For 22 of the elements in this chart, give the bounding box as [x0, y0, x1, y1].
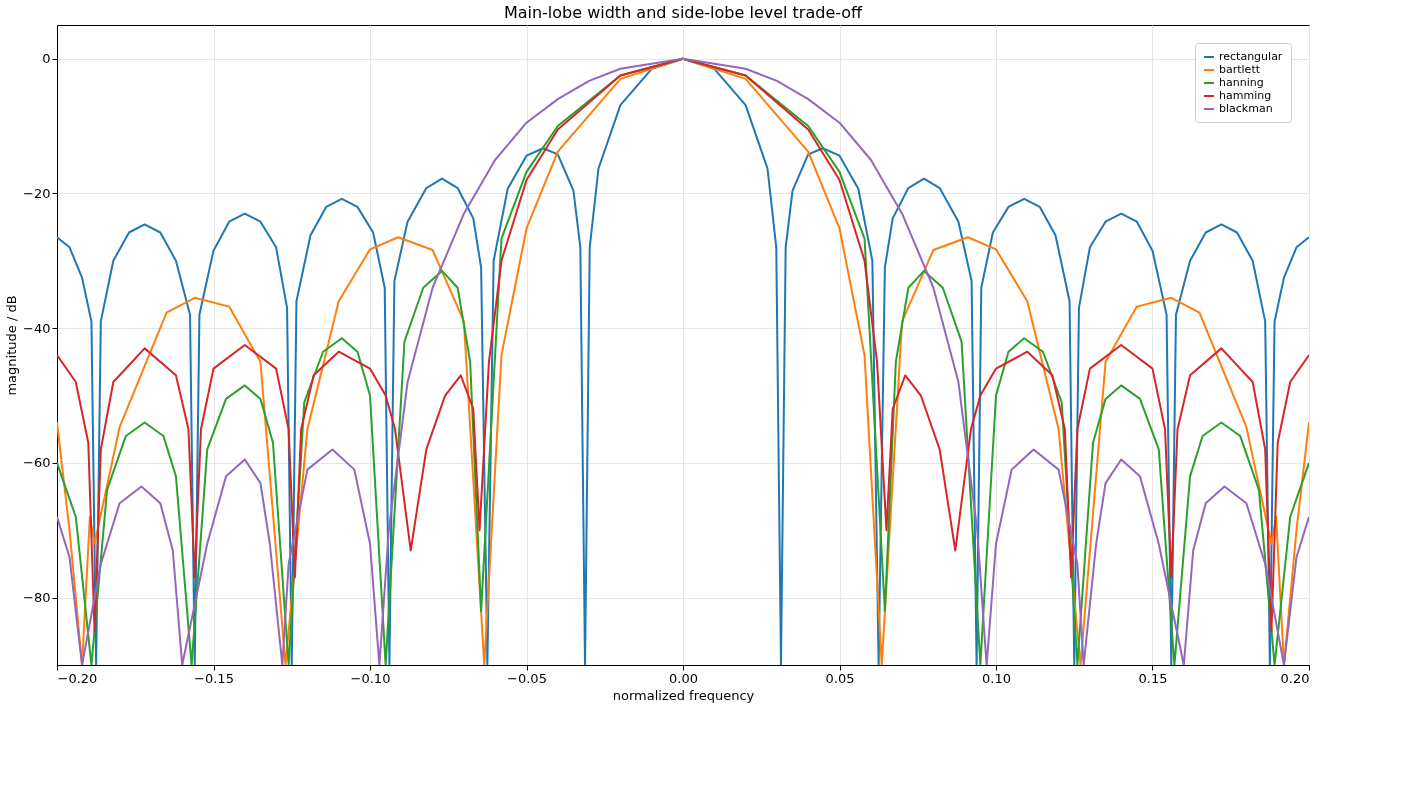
- legend-label: bartlett: [1219, 63, 1261, 76]
- x-tick-label: 0.20: [1280, 670, 1310, 686]
- x-tick-label: −0.10: [350, 670, 391, 686]
- y-tick-label: −20: [23, 185, 51, 201]
- legend-label: hanning: [1219, 76, 1264, 89]
- legend-label: hamming: [1219, 89, 1272, 102]
- x-tick-label: 0.05: [825, 670, 855, 686]
- y-tick-label: −40: [23, 320, 51, 336]
- y-tick-label: −60: [23, 455, 51, 471]
- y-axis-title: magnitude / dB: [4, 295, 20, 396]
- chart-title: Main-lobe width and side-lobe level trade-off: [503, 3, 864, 22]
- y-tick-label: 0: [42, 51, 51, 67]
- legend-label: rectangular: [1219, 50, 1283, 63]
- x-tick-label: −0.20: [57, 670, 98, 686]
- x-tick-label: −0.05: [507, 670, 547, 686]
- x-tick-label: 0.10: [982, 670, 1011, 686]
- x-axis-title: normalized frequency: [612, 687, 755, 703]
- legend-label: blackman: [1219, 102, 1273, 115]
- y-tick-label: −80: [23, 590, 51, 606]
- x-tick-label: 0.00: [669, 670, 698, 686]
- x-tick-label: −0.15: [194, 670, 234, 686]
- x-tick-label: 0.15: [1138, 670, 1168, 686]
